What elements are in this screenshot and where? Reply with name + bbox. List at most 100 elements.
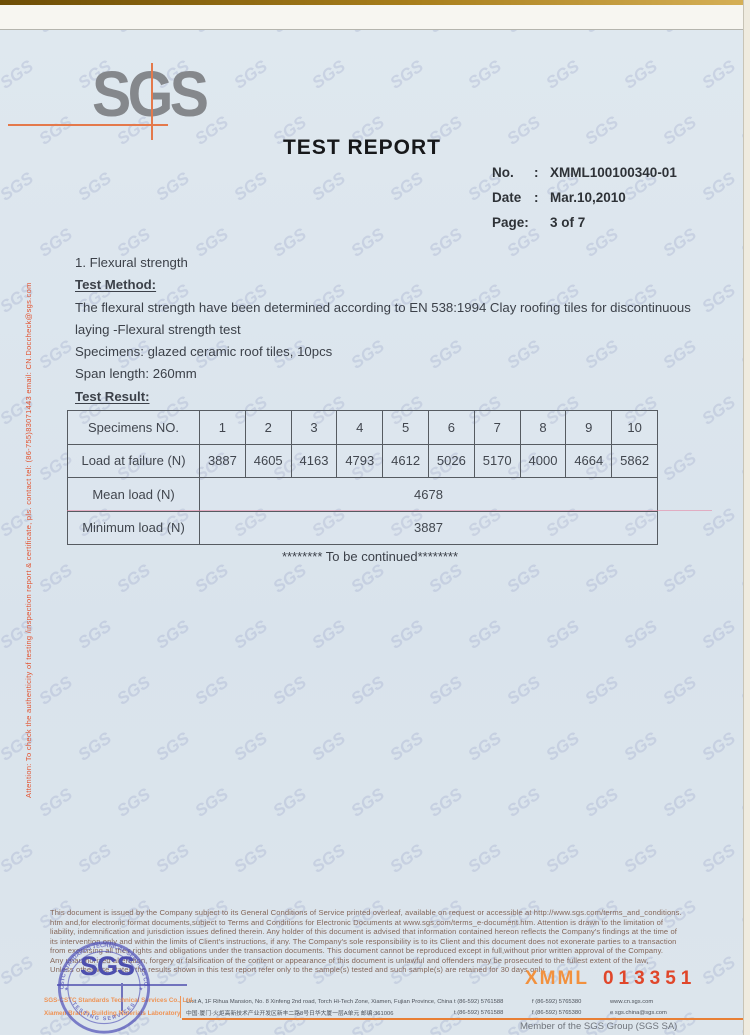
report-date-value: Mar.10,2010 [550, 190, 626, 205]
page-title: TEST REPORT [282, 136, 441, 159]
table-row: Minimum load (N) 3887 [67, 510, 658, 545]
stamp-arc-bottom-text: TESTING SERVICES [71, 1001, 136, 1022]
scan-right-edge [743, 0, 750, 1035]
address-row-en: Unit A, 1F Rihua Mansion, No. 8 Xinfeng … [186, 996, 742, 1007]
to-be-continued: ******** To be continued******** [281, 549, 459, 564]
load-value: 4612 [382, 443, 429, 478]
minimum-load-label: Minimum load (N) [67, 510, 200, 545]
load-value: 3887 [199, 443, 246, 478]
specimen-col: 2 [244, 410, 292, 445]
report-info-block: No. : XMML100100340-01 Date : Mar.10,201… [492, 165, 677, 240]
report-body: 1. Flexural strength Test Method: The fl… [75, 252, 715, 408]
logo-crosshair-horizontal [8, 124, 168, 126]
fax-number: f (86-592) 5765380 [532, 998, 582, 1005]
address-en: Unit A, 1F Rihua Mansion, No. 8 Xinfeng … [186, 998, 454, 1005]
test-method-heading: Test Method: [75, 277, 157, 293]
table-row: Specimens NO. 1 2 3 4 5 6 7 8 9 10 [67, 410, 658, 445]
report-page-label: Page: [492, 215, 529, 230]
results-table: Specimens NO. 1 2 3 4 5 6 7 8 9 10 Load … [67, 410, 658, 545]
test-result-heading: Test Result: [75, 388, 150, 404]
document-serial-digits: 013351 [602, 968, 697, 989]
load-value: 4664 [565, 443, 613, 478]
report-date-label: Date [492, 190, 522, 205]
minimum-load-value: 3887 [199, 510, 658, 545]
sgs-group-member-note: Member of the SGS Group (SGS SA) [520, 1021, 678, 1032]
footer-logo-crosshair-vertical [121, 983, 123, 1011]
website: www.cn.sgs.com [610, 998, 654, 1005]
specimen-col: 6 [427, 410, 475, 445]
specimen-col: 3 [290, 410, 338, 445]
specimens-line: Specimens: glazed ceramic roof tiles, 10… [75, 344, 333, 360]
report-date-colon: : [534, 190, 539, 205]
specimen-col: 9 [565, 410, 613, 445]
address-cn: 中国·厦门·火炬高新技术产业开发区新丰二路8号日华大厦一层A单元 邮编:3610… [186, 1011, 394, 1017]
report-page-value: 3 of 7 [550, 215, 586, 230]
load-at-failure-label: Load at failure (N) [67, 443, 200, 478]
load-value: 4793 [336, 443, 384, 478]
legal-line: from exercising all their rights and obl… [50, 946, 664, 955]
authenticity-side-note: Attention: To check the authenticity of … [24, 282, 33, 798]
document-serial-prefix: XMML [525, 968, 589, 989]
scan-white-band [0, 5, 750, 30]
company-name-line2: Xiamen Branch Building Materials Laborat… [44, 1010, 181, 1017]
load-value: 4000 [519, 443, 567, 478]
load-value: 4163 [290, 443, 338, 478]
legal-line: htm and,for electronic format documents,… [50, 917, 664, 927]
fax-number: f (86-592) 5765380 [532, 1009, 582, 1016]
method-line-1: The flexural strength have been determin… [75, 299, 691, 315]
address-block: Unit A, 1F Rihua Mansion, No. 8 Xinfeng … [186, 996, 742, 1018]
phone-number: t (86-592) 5761588 [454, 998, 504, 1005]
specimen-col: 7 [473, 410, 521, 445]
footer-orange-rule [182, 1018, 748, 1020]
specimen-col: 8 [519, 410, 567, 445]
address-row-cn: 中国·厦门·火炬高新技术产业开发区新丰二路8号日华大厦一层A单元 邮编:3610… [186, 1007, 742, 1018]
report-page-row: Page: 3 of 7 [492, 215, 677, 230]
legal-fine-print: This document is issued by the Company s… [50, 908, 746, 975]
mean-load-value: 4678 [199, 477, 658, 512]
address-divider [180, 996, 181, 1018]
load-value: 4605 [244, 443, 292, 478]
table-row: Load at failure (N) 3887 4605 4163 4793 … [67, 443, 658, 478]
legal-line: liability, indemnification and jurisdict… [50, 927, 678, 936]
company-stamp: SGS-CSTC STANDARDS TECHNICAL SERVICES CO… [56, 940, 151, 1034]
sgs-footer-logo: SGS [80, 951, 135, 981]
company-name-block: SGS-CSTC Standards Technical Services Co… [44, 994, 194, 1020]
mean-load-label: Mean load (N) [67, 477, 200, 512]
svg-text:SGS-CSTC STANDARDS TECHNICAL S: SGS-CSTC STANDARDS TECHNICAL SERVICES CO… [56, 940, 148, 989]
legal-line: Any unauthorized alteration, forgery or … [50, 955, 649, 965]
report-number-label: No. [492, 165, 514, 180]
specimens-no-label: Specimens NO. [67, 410, 200, 445]
section-heading: 1. Flexural strength [75, 255, 188, 270]
specimen-col: 4 [336, 410, 384, 445]
load-value: 5170 [473, 443, 521, 478]
stamp-arc-top-text: SGS-CSTC STANDARDS TECHNICAL SERVICES CO… [56, 940, 148, 989]
specimen-col: 10 [611, 410, 658, 445]
scan-top-edge [0, 0, 750, 5]
specimen-col: 5 [382, 410, 429, 445]
scan-pink-artifact-line [67, 510, 712, 511]
stamp-star-right: ★ [139, 986, 144, 992]
test-result-heading-line: Test Result: [75, 386, 715, 408]
specimen-col: 1 [199, 410, 246, 445]
load-value: 5026 [427, 443, 475, 478]
report-number-colon: : [534, 165, 539, 180]
email-address: e sgs.china@sgs.com [610, 1009, 667, 1016]
stamp-star-left: ★ [64, 986, 69, 992]
report-number-row: No. : XMML100100340-01 [492, 165, 677, 180]
report-date-row: Date : Mar.10,2010 [492, 190, 677, 205]
test-method-heading-line: Test Method: [75, 274, 715, 296]
company-name-line1: SGS-CSTC Standards Technical Services Co… [44, 997, 194, 1004]
legal-line: This document is issued by the Company s… [50, 908, 682, 917]
report-number-value: XMML100100340-01 [550, 165, 677, 180]
sgs-logo: SGS [92, 58, 209, 130]
table-row: Mean load (N) 4678 [67, 477, 658, 512]
load-value: 5862 [611, 443, 658, 478]
legal-line: Unless otherwise stated the results show… [50, 965, 547, 974]
method-line-2: laying -Flexural strength test [75, 321, 241, 337]
span-length-line: Span length: 260mm [75, 366, 197, 382]
svg-text:TESTING SERVICES: TESTING SERVICES [71, 1001, 138, 1022]
legal-line: its intervention only and within the lim… [50, 936, 677, 946]
phone-number: t (86-592) 5761588 [454, 1009, 504, 1016]
